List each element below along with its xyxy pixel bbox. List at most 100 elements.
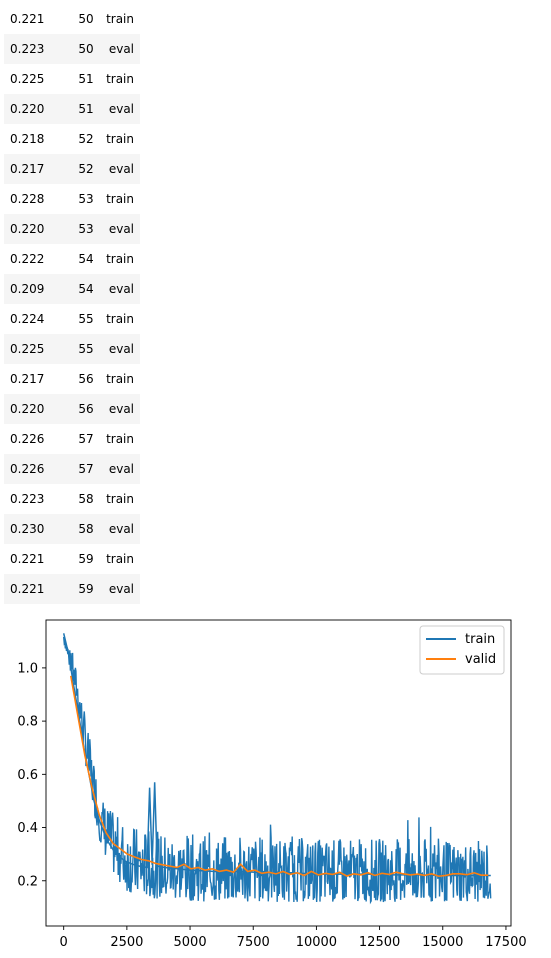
epoch-cell: 54 — [64, 244, 94, 274]
split-cell: train — [94, 244, 140, 274]
loss-cell: 0.209 — [4, 274, 64, 304]
epoch-cell: 59 — [64, 544, 94, 574]
split-cell: train — [94, 544, 140, 574]
y-tick-label: 0.4 — [17, 821, 38, 836]
table-row: 0.217 56 train — [4, 364, 140, 394]
split-cell: train — [94, 184, 140, 214]
table-row: 0.220 51 eval — [4, 94, 140, 124]
split-cell: train — [94, 124, 140, 154]
y-tick-label: 0.2 — [17, 874, 38, 889]
table-row: 0.222 54 train — [4, 244, 140, 274]
epoch-cell: 55 — [64, 304, 94, 334]
table-row: 0.226 57 eval — [4, 454, 140, 484]
table-row: 0.223 50 eval — [4, 34, 140, 64]
epoch-cell: 57 — [64, 454, 94, 484]
metrics-table-body: 0.221 50 train 0.223 50 eval 0.225 51 train 0.220… — [4, 4, 140, 604]
loss-cell: 0.221 — [4, 544, 64, 574]
epoch-cell: 53 — [64, 214, 94, 244]
loss-cell: 0.221 — [4, 4, 64, 34]
split-cell: eval — [94, 94, 140, 124]
x-tick-label: 2500 — [110, 935, 143, 950]
loss-cell: 0.217 — [4, 364, 64, 394]
x-tick-label: 12500 — [359, 935, 400, 950]
loss-cell: 0.223 — [4, 484, 64, 514]
loss-chart: 0 2500 5000 7500 10000 12500 15000 17500 0.2 0.4… — [0, 608, 551, 958]
legend-label-train: train — [465, 632, 495, 647]
x-tick-label: 0 — [60, 935, 68, 950]
split-cell: eval — [94, 214, 140, 244]
split-cell: train — [94, 64, 140, 94]
y-axis: 0.2 0.4 0.6 0.8 1.0 — [17, 661, 46, 889]
loss-cell: 0.223 — [4, 34, 64, 64]
epoch-cell: 52 — [64, 124, 94, 154]
x-tick-label: 5000 — [174, 935, 207, 950]
epoch-cell: 54 — [64, 274, 94, 304]
loss-cell: 0.220 — [4, 94, 64, 124]
epoch-cell: 50 — [64, 4, 94, 34]
legend-label-valid: valid — [465, 652, 496, 667]
epoch-cell: 58 — [64, 514, 94, 544]
loss-cell: 0.224 — [4, 304, 64, 334]
split-cell: eval — [94, 274, 140, 304]
epoch-cell: 59 — [64, 574, 94, 604]
epoch-cell: 51 — [64, 94, 94, 124]
epoch-cell: 52 — [64, 154, 94, 184]
epoch-cell: 56 — [64, 364, 94, 394]
split-cell: train — [94, 364, 140, 394]
loss-cell: 0.225 — [4, 334, 64, 364]
x-tick-label: 10000 — [296, 935, 337, 950]
split-cell: eval — [94, 514, 140, 544]
split-cell: eval — [94, 394, 140, 424]
table-row: 0.223 58 train — [4, 484, 140, 514]
legend: train valid — [420, 626, 504, 674]
table-row: 0.230 58 eval — [4, 514, 140, 544]
split-cell: eval — [94, 574, 140, 604]
table-row: 0.209 54 eval — [4, 274, 140, 304]
split-cell: train — [94, 424, 140, 454]
table-row: 0.218 52 train — [4, 124, 140, 154]
loss-cell: 0.225 — [4, 64, 64, 94]
loss-cell: 0.226 — [4, 424, 64, 454]
split-cell: eval — [94, 454, 140, 484]
x-axis: 0 2500 5000 7500 10000 12500 15000 17500 — [60, 926, 527, 950]
table-row: 0.225 55 eval — [4, 334, 140, 364]
loss-cell: 0.228 — [4, 184, 64, 214]
epoch-cell: 56 — [64, 394, 94, 424]
split-cell: eval — [94, 154, 140, 184]
split-cell: train — [94, 304, 140, 334]
table-row: 0.221 50 train — [4, 4, 140, 34]
loss-cell: 0.226 — [4, 454, 64, 484]
y-tick-label: 0.8 — [17, 715, 38, 730]
loss-cell: 0.220 — [4, 214, 64, 244]
table-row: 0.220 53 eval — [4, 214, 140, 244]
table-row: 0.226 57 train — [4, 424, 140, 454]
x-tick-label: 17500 — [485, 935, 526, 950]
loss-cell: 0.222 — [4, 244, 64, 274]
table-row: 0.217 52 eval — [4, 154, 140, 184]
loss-cell: 0.221 — [4, 574, 64, 604]
split-cell: train — [94, 4, 140, 34]
epoch-cell: 58 — [64, 484, 94, 514]
table-row: 0.220 56 eval — [4, 394, 140, 424]
table-row: 0.224 55 train — [4, 304, 140, 334]
loss-cell: 0.230 — [4, 514, 64, 544]
loss-cell: 0.218 — [4, 124, 64, 154]
epoch-cell: 50 — [64, 34, 94, 64]
y-tick-label: 0.6 — [17, 768, 38, 783]
split-cell: eval — [94, 334, 140, 364]
metrics-table: 0.221 50 train 0.223 50 eval 0.225 51 train 0.220… — [4, 4, 140, 604]
split-cell: eval — [94, 34, 140, 64]
loss-cell: 0.220 — [4, 394, 64, 424]
y-tick-label: 1.0 — [17, 661, 38, 676]
table-row: 0.225 51 train — [4, 64, 140, 94]
table-row: 0.221 59 train — [4, 544, 140, 574]
epoch-cell: 55 — [64, 334, 94, 364]
split-cell: train — [94, 484, 140, 514]
epoch-cell: 57 — [64, 424, 94, 454]
table-row: 0.228 53 train — [4, 184, 140, 214]
epoch-cell: 53 — [64, 184, 94, 214]
loss-cell: 0.217 — [4, 154, 64, 184]
table-row: 0.221 59 eval — [4, 574, 140, 604]
x-tick-label: 7500 — [237, 935, 270, 950]
epoch-cell: 51 — [64, 64, 94, 94]
